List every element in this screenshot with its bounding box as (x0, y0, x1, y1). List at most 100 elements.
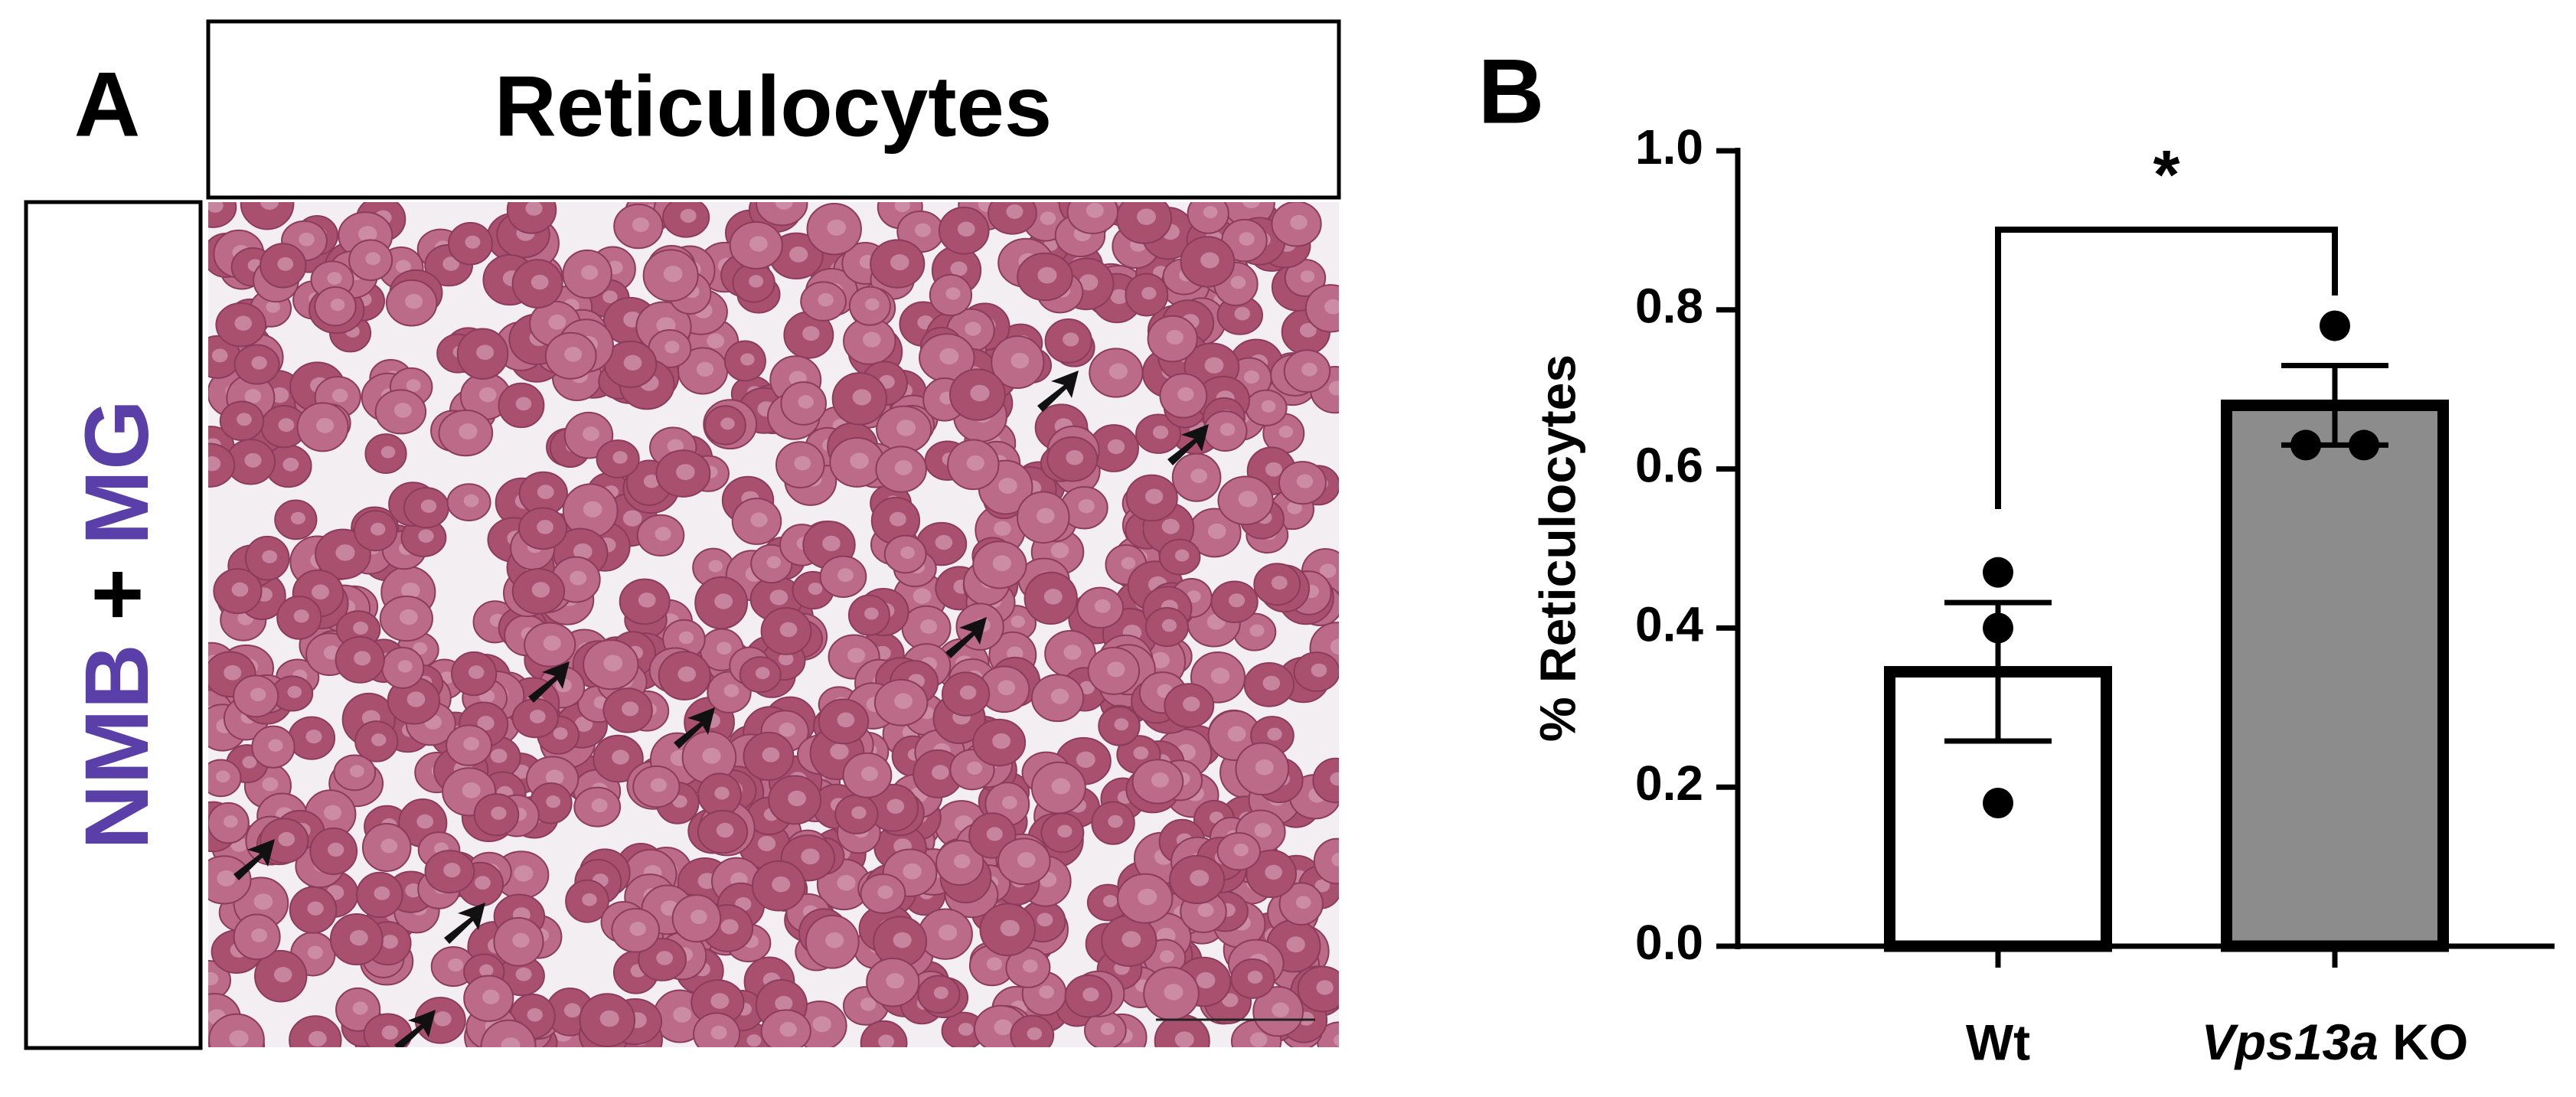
y-tick-label: 0.2 (1635, 756, 1703, 811)
cell-center (894, 460, 913, 475)
cell-center (850, 452, 869, 469)
cell-center (997, 680, 1016, 696)
cell-center (1006, 204, 1024, 219)
cell-center (1094, 599, 1111, 613)
cell-center (1161, 518, 1180, 534)
cell-center (358, 226, 377, 243)
cell-center (250, 687, 266, 702)
cell-center (837, 712, 855, 728)
cell-center (1183, 697, 1200, 712)
cell-center (251, 356, 267, 370)
cell-center (1107, 439, 1125, 455)
cell-center (1066, 450, 1084, 465)
cell-center (1138, 888, 1157, 906)
cell (756, 202, 808, 227)
cell-center (769, 589, 788, 606)
cell-center (779, 652, 794, 666)
cell-center (1151, 651, 1170, 669)
cell-center (749, 236, 768, 252)
cell-center (822, 535, 841, 552)
cell-center (1210, 668, 1230, 684)
cell-center (994, 1019, 1013, 1036)
cell-center (945, 287, 961, 300)
cell (1304, 284, 1339, 333)
cell (208, 442, 236, 488)
cell-center (862, 331, 881, 348)
cell-center (860, 766, 878, 782)
cell-center (1114, 718, 1129, 731)
micrograph (208, 202, 1339, 1047)
cell-center (1063, 332, 1079, 347)
cell-center (1108, 815, 1123, 828)
cell-center (399, 609, 418, 625)
cell-center (998, 478, 1017, 494)
cell-center (381, 1025, 399, 1040)
cell-center (545, 769, 564, 785)
cell-center (663, 266, 683, 282)
cell-center (723, 684, 739, 697)
cell-center (277, 256, 294, 271)
cell-center (825, 932, 844, 948)
cell-center (349, 929, 368, 946)
cell-center (830, 743, 849, 760)
cell-center (1267, 727, 1282, 741)
cell-center (779, 723, 795, 737)
cell-center (501, 1037, 521, 1047)
cell-center (262, 777, 279, 792)
cell-center (1299, 323, 1317, 338)
panel-label: A (74, 54, 141, 156)
cell-center (299, 232, 315, 246)
cell-center (900, 546, 916, 560)
cell-center (708, 560, 723, 573)
cell-center (766, 556, 782, 569)
cell-center (1219, 423, 1236, 436)
cell-center (401, 582, 420, 599)
cell-center (933, 986, 948, 999)
panel-label: B (1478, 41, 1545, 143)
cell-center (1040, 211, 1056, 225)
cell-center (546, 795, 561, 808)
cell-center (1196, 971, 1216, 989)
cell-center (1261, 400, 1276, 413)
cell-center (287, 686, 302, 698)
cell-center (365, 252, 380, 266)
cell-center (913, 588, 932, 604)
data-point (2320, 310, 2350, 341)
y-tick-label: 0.6 (1635, 438, 1703, 493)
cell-center (1001, 795, 1017, 809)
cell-center (1311, 663, 1327, 677)
cell-center (1079, 274, 1099, 291)
cell-center (889, 511, 906, 527)
cell-center (242, 756, 257, 769)
cell-center (903, 863, 922, 880)
cell-center (208, 456, 221, 472)
cell-center (353, 621, 368, 635)
cell-center (678, 631, 694, 645)
cell-center (865, 298, 880, 311)
arrow (945, 617, 987, 658)
arrow (444, 903, 485, 944)
cell-center (1247, 970, 1263, 984)
cell-center (970, 384, 990, 402)
cell-center (1107, 661, 1125, 677)
cell-center (515, 397, 532, 411)
cell-center (986, 957, 1003, 971)
cell-center (1151, 772, 1169, 788)
cell-center (878, 1034, 895, 1047)
x-tick-label: Vps13a KO (2202, 1014, 2469, 1070)
cell-center (852, 389, 872, 406)
cell-center (720, 919, 739, 935)
cell-center (779, 622, 798, 638)
significance-label: * (2153, 137, 2179, 214)
cell-center (802, 326, 820, 341)
cell-center (1330, 772, 1339, 786)
cell-center (278, 831, 295, 847)
cell-center (1017, 852, 1036, 868)
cell-center (564, 346, 583, 362)
cell-center (1121, 931, 1141, 948)
cell-center (714, 593, 733, 609)
cell-center (914, 223, 932, 237)
cell-center (216, 770, 230, 783)
cell-center (837, 568, 854, 583)
